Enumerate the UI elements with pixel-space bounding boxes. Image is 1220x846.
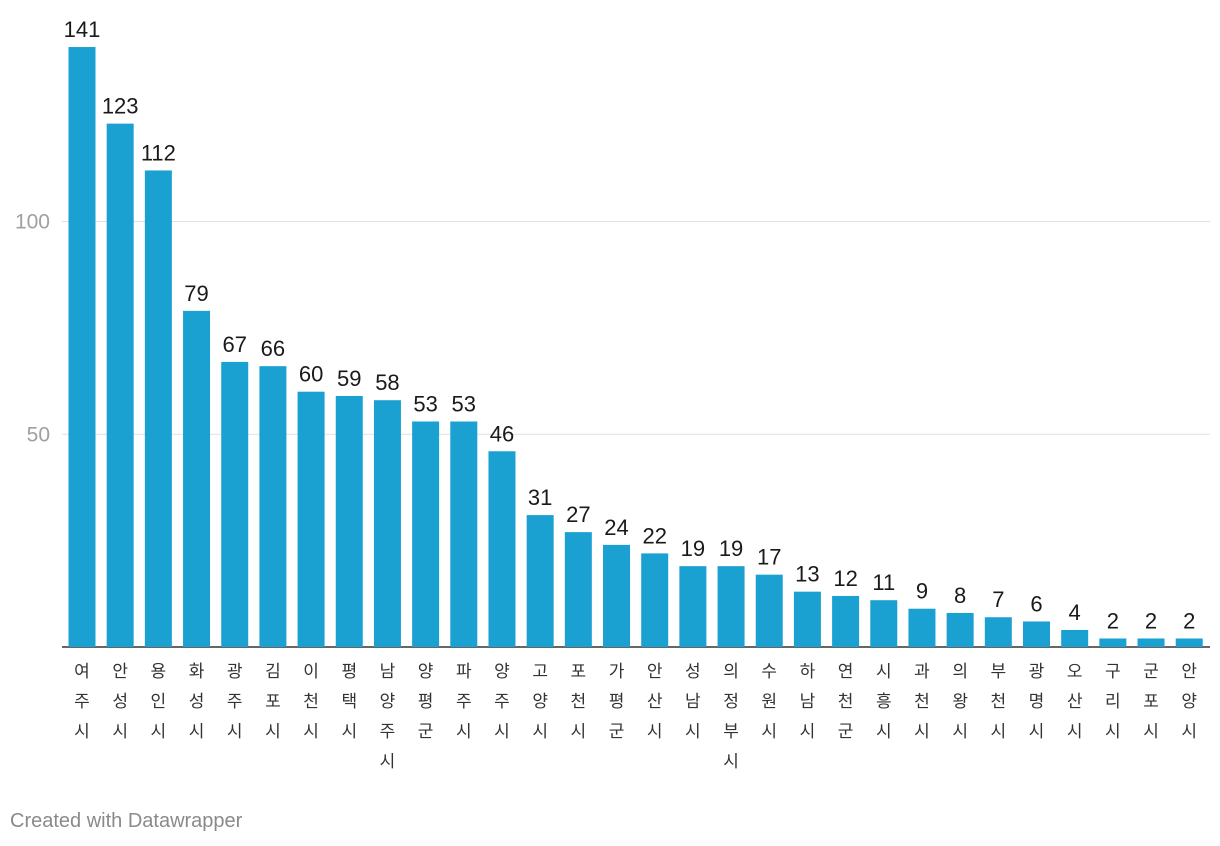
gridlines: 50 100 bbox=[15, 211, 1210, 648]
bar bbox=[641, 553, 669, 647]
bar bbox=[221, 361, 249, 647]
value-label: 24 bbox=[604, 515, 628, 540]
credit-text: Created with Datawrapper bbox=[10, 810, 243, 832]
bar bbox=[603, 544, 631, 647]
bar bbox=[144, 170, 172, 647]
value-label: 79 bbox=[184, 281, 208, 306]
value-label: 19 bbox=[681, 536, 705, 561]
value-label: 7 bbox=[992, 587, 1004, 612]
bar bbox=[1175, 638, 1203, 647]
value-label: 2 bbox=[1145, 608, 1157, 633]
bar bbox=[183, 310, 211, 647]
bar bbox=[564, 532, 592, 647]
value-label: 27 bbox=[566, 502, 590, 527]
bar bbox=[908, 608, 936, 647]
bar bbox=[755, 574, 783, 647]
value-label: 67 bbox=[222, 332, 246, 357]
bar bbox=[793, 591, 821, 647]
bar bbox=[412, 421, 440, 647]
bar bbox=[297, 391, 325, 647]
value-label: 6 bbox=[1030, 591, 1042, 616]
value-label: 112 bbox=[141, 140, 176, 165]
value-label: 13 bbox=[795, 562, 819, 587]
bar bbox=[832, 595, 860, 647]
bar bbox=[1061, 629, 1089, 647]
bar bbox=[450, 421, 478, 647]
bar bbox=[870, 600, 898, 647]
bar bbox=[679, 566, 707, 647]
bar bbox=[335, 395, 363, 647]
value-label: 2 bbox=[1183, 608, 1195, 633]
bar bbox=[68, 47, 96, 648]
bar bbox=[984, 617, 1012, 647]
bar bbox=[717, 566, 745, 647]
bar bbox=[1137, 638, 1165, 647]
value-label: 22 bbox=[642, 523, 666, 548]
value-label: 31 bbox=[528, 485, 552, 510]
value-label: 12 bbox=[833, 566, 857, 591]
value-label: 59 bbox=[337, 366, 361, 391]
value-label: 19 bbox=[719, 536, 743, 561]
value-label: 9 bbox=[916, 579, 928, 604]
value-label: 4 bbox=[1069, 600, 1081, 625]
y-tick-label: 100 bbox=[15, 211, 50, 234]
value-label: 66 bbox=[261, 336, 285, 361]
value-label: 141 bbox=[64, 17, 101, 42]
value-label: 53 bbox=[413, 391, 437, 416]
bar bbox=[946, 612, 974, 647]
category-labels: 여 주 시 안 성 시 용 인 시 화 성 시 광 주 시 김 포 시 이 천 시 평 택 시 남 양 주 시 양 평 군 파 주 시 양 주 시 고 양 시… bbox=[74, 662, 1197, 771]
value-label: 46 bbox=[490, 421, 514, 446]
value-label: 2 bbox=[1107, 608, 1119, 633]
bar bbox=[259, 366, 287, 647]
bars bbox=[68, 47, 1203, 648]
value-label: 53 bbox=[452, 391, 476, 416]
bar bbox=[373, 400, 401, 647]
value-label: 60 bbox=[299, 362, 323, 387]
value-label: 123 bbox=[102, 94, 139, 119]
bar bbox=[1023, 621, 1050, 647]
bar bbox=[106, 123, 134, 647]
bar bbox=[488, 451, 516, 647]
value-label: 58 bbox=[375, 370, 399, 395]
value-label: 17 bbox=[757, 545, 781, 570]
value-label: 8 bbox=[954, 583, 966, 608]
bar bbox=[1099, 638, 1127, 647]
y-tick-label: 50 bbox=[27, 423, 50, 446]
value-label: 11 bbox=[872, 570, 895, 595]
bar bbox=[526, 515, 554, 647]
